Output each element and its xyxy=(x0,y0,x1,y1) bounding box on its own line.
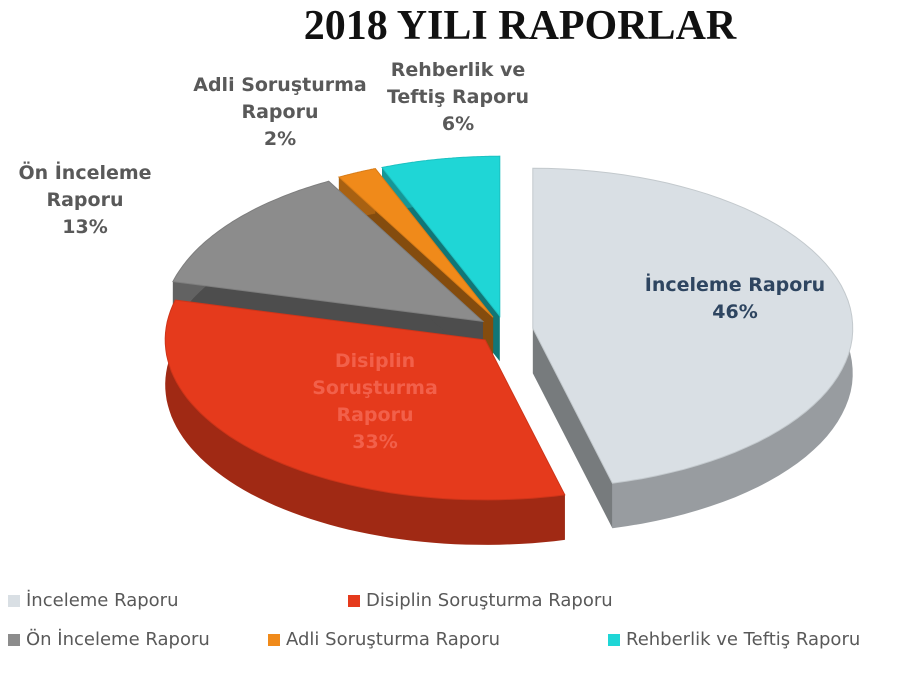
chart-title: 2018 YILI RAPORLAR xyxy=(303,3,737,49)
data-label-category: Ön İnceleme Raporu xyxy=(18,162,152,211)
data-label-category: İnceleme Raporu xyxy=(644,274,826,296)
data-label: İnceleme Raporu 46% xyxy=(625,272,845,326)
slice xyxy=(172,180,485,323)
data-label-value: 13% xyxy=(62,216,108,238)
slice xyxy=(381,155,501,318)
legend-label: Disiplin Soruşturma Raporu xyxy=(366,590,613,611)
data-label-category: Rehberlik ve Teftiş Raporu xyxy=(386,59,530,108)
legend-swatch xyxy=(348,594,360,607)
data-label-value: 46% xyxy=(712,301,758,323)
legend: İnceleme Raporu Disiplin Soruşturma Rapor… xyxy=(8,590,920,668)
data-label-category: Disiplin Soruşturma Raporu xyxy=(312,350,438,426)
legend-label: İnceleme Raporu xyxy=(26,590,179,611)
slice-side xyxy=(165,300,565,545)
legend-swatch xyxy=(268,633,280,646)
data-label: Rehberlik ve Teftiş Raporu 6% xyxy=(373,57,543,138)
legend-item: Disiplin Soruşturma Raporu xyxy=(348,590,678,611)
legend-swatch xyxy=(8,594,20,607)
data-label: Disiplin Soruşturma Raporu 33% xyxy=(300,348,450,456)
legend-item: Ön İnceleme Raporu xyxy=(8,629,258,650)
legend-swatch xyxy=(8,633,20,646)
legend-label: Ön İnceleme Raporu xyxy=(26,629,210,650)
legend-item: Rehberlik ve Teftiş Raporu xyxy=(608,629,908,650)
legend-item: İnceleme Raporu xyxy=(8,590,338,611)
legend-swatch xyxy=(608,633,620,646)
slice xyxy=(337,168,494,318)
data-label-value: 33% xyxy=(352,431,398,453)
data-label-value: 6% xyxy=(441,113,475,135)
data-label: Ön İnceleme Raporu 13% xyxy=(0,160,170,241)
legend-item: Adli Soruşturma Raporu xyxy=(268,629,598,650)
data-label-value: 2% xyxy=(263,128,297,150)
legend-label: Rehberlik ve Teftiş Raporu xyxy=(626,629,861,650)
data-label-category: Adli Soruşturma Raporu xyxy=(193,74,367,123)
slice-edge xyxy=(532,328,613,529)
data-label: Adli Soruşturma Raporu 2% xyxy=(185,72,375,153)
legend-label: Adli Soruşturma Raporu xyxy=(286,629,500,650)
slice xyxy=(164,299,566,501)
slice xyxy=(532,167,854,484)
